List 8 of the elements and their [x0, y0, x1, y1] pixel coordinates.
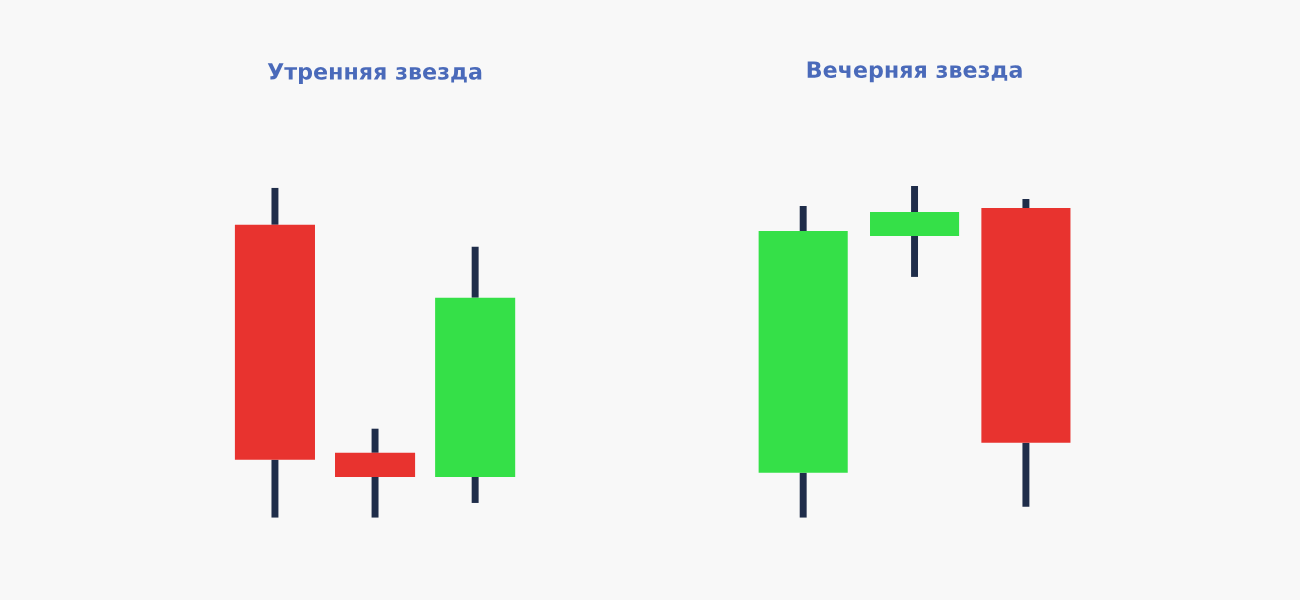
- candlestick: [335, 428, 416, 518]
- candlestick: [234, 187, 315, 518]
- candlestick: [435, 246, 516, 503]
- candlestick: [870, 186, 960, 277]
- chart-title: Утренняя звезда: [267, 63, 482, 85]
- candlestick: [981, 198, 1071, 507]
- candlestick: [758, 205, 848, 518]
- chart-title: Вечерняя звезда: [807, 61, 1022, 83]
